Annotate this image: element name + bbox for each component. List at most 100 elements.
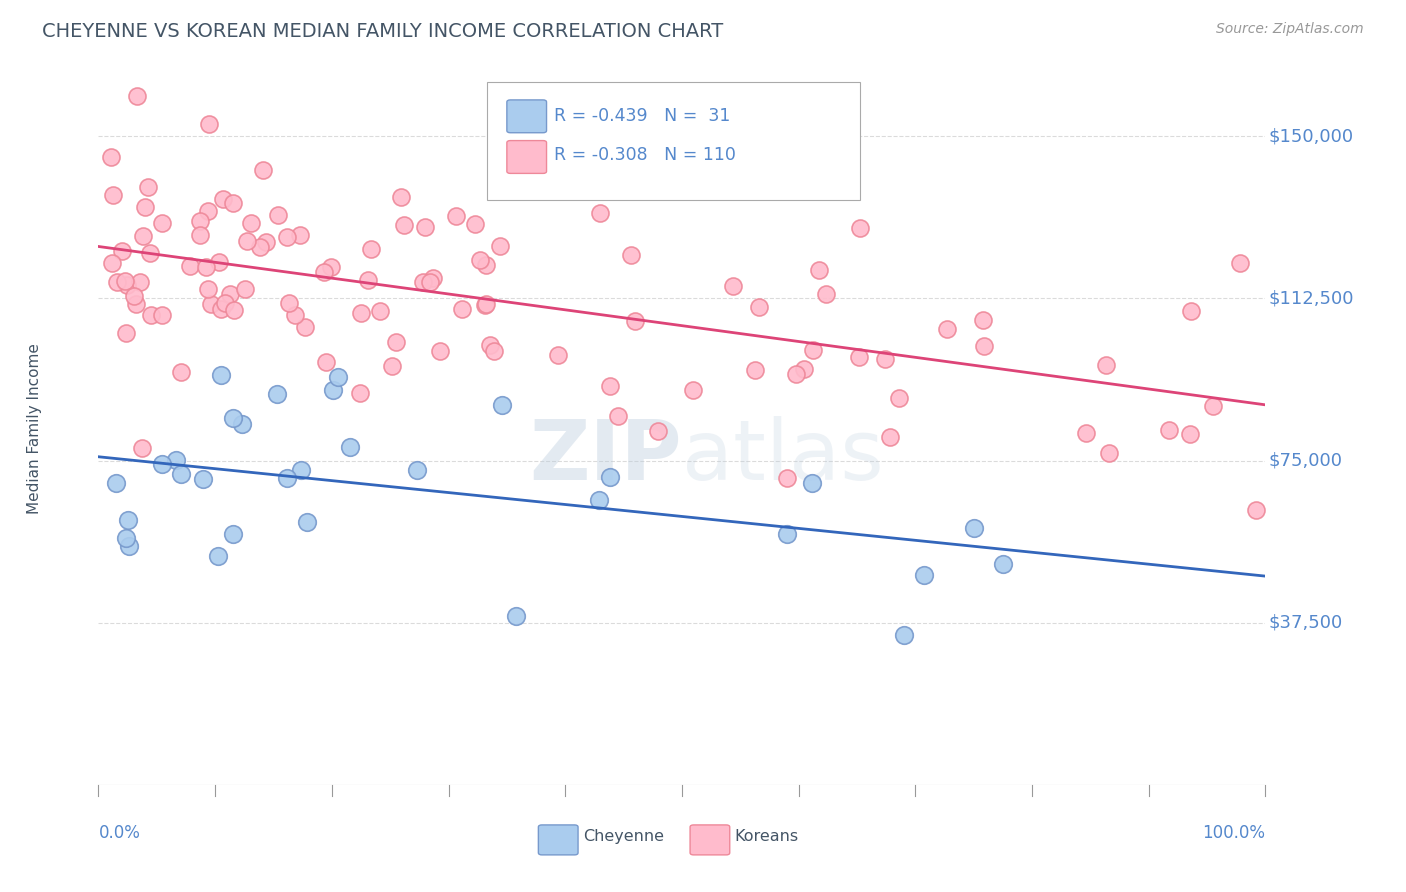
Point: [249, 240, 271, 254]
Point: [368, 304, 391, 318]
Point: [188, 213, 211, 227]
Point: [444, 209, 467, 223]
Point: [170, 365, 193, 379]
Point: [357, 273, 380, 287]
Point: [776, 470, 799, 484]
Point: [197, 203, 219, 218]
Point: [295, 516, 318, 530]
Point: [179, 259, 201, 273]
Point: [276, 471, 298, 485]
Text: $37,500: $37,500: [1268, 614, 1343, 632]
Point: [489, 239, 512, 253]
Point: [198, 116, 221, 130]
Point: [101, 255, 124, 269]
Point: [963, 521, 986, 535]
FancyBboxPatch shape: [508, 141, 547, 173]
FancyBboxPatch shape: [486, 82, 860, 200]
Point: [200, 296, 222, 310]
Point: [117, 513, 139, 527]
Point: [267, 208, 290, 222]
Point: [222, 411, 245, 425]
Point: [290, 463, 312, 477]
Point: [1244, 503, 1267, 517]
Point: [276, 230, 298, 244]
Text: Koreans: Koreans: [734, 829, 799, 844]
Point: [682, 384, 704, 398]
Point: [118, 539, 141, 553]
Point: [209, 302, 232, 317]
Point: [219, 287, 242, 301]
Point: [647, 424, 669, 438]
Point: [150, 216, 173, 230]
Point: [278, 296, 301, 310]
Point: [579, 117, 602, 131]
Point: [111, 244, 134, 258]
Point: [394, 219, 416, 233]
Point: [875, 352, 897, 367]
Point: [188, 228, 211, 243]
Text: Source: ZipAtlas.com: Source: ZipAtlas.com: [1216, 22, 1364, 37]
Point: [107, 276, 129, 290]
Point: [391, 190, 413, 204]
Point: [115, 531, 138, 545]
Point: [339, 440, 361, 454]
Point: [165, 452, 187, 467]
Point: [422, 271, 444, 285]
Point: [231, 417, 253, 431]
Point: [468, 252, 491, 267]
Point: [328, 370, 350, 384]
Point: [785, 367, 807, 381]
Point: [748, 301, 770, 315]
Point: [973, 339, 995, 353]
Point: [912, 568, 935, 582]
Point: [254, 235, 277, 249]
Point: [589, 206, 612, 220]
Point: [848, 350, 870, 364]
Point: [1094, 358, 1116, 372]
Point: [491, 398, 513, 412]
Point: [136, 179, 159, 194]
Text: Median Family Income: Median Family Income: [27, 343, 42, 514]
Point: [474, 298, 496, 312]
Point: [193, 472, 215, 486]
Point: [814, 287, 837, 301]
Point: [849, 220, 872, 235]
Point: [233, 282, 256, 296]
Text: ZIP: ZIP: [530, 417, 682, 497]
Point: [105, 475, 128, 490]
Point: [315, 355, 337, 369]
Text: CHEYENNE VS KOREAN MEDIAN FAMILY INCOME CORRELATION CHART: CHEYENNE VS KOREAN MEDIAN FAMILY INCOME …: [42, 22, 724, 41]
Point: [235, 234, 257, 248]
Point: [288, 227, 311, 242]
Point: [266, 387, 288, 401]
Point: [793, 362, 815, 376]
Point: [214, 295, 236, 310]
Point: [134, 201, 156, 215]
Text: $75,000: $75,000: [1268, 451, 1343, 469]
Point: [150, 309, 173, 323]
Point: [599, 379, 621, 393]
Point: [207, 549, 229, 563]
Point: [406, 463, 429, 477]
Point: [197, 282, 219, 296]
Point: [221, 195, 243, 210]
Point: [131, 441, 153, 455]
Text: atlas: atlas: [682, 417, 883, 497]
Point: [505, 609, 527, 624]
Point: [211, 192, 233, 206]
Point: [419, 275, 441, 289]
Point: [115, 277, 138, 292]
Point: [475, 258, 498, 272]
Point: [349, 385, 371, 400]
Point: [547, 348, 569, 362]
FancyBboxPatch shape: [690, 825, 730, 855]
Point: [294, 319, 316, 334]
Point: [195, 260, 218, 274]
Point: [879, 430, 901, 444]
Point: [588, 493, 610, 508]
Point: [475, 297, 498, 311]
Point: [141, 308, 163, 322]
Point: [1202, 399, 1225, 413]
Point: [381, 359, 404, 373]
Point: [801, 343, 824, 357]
